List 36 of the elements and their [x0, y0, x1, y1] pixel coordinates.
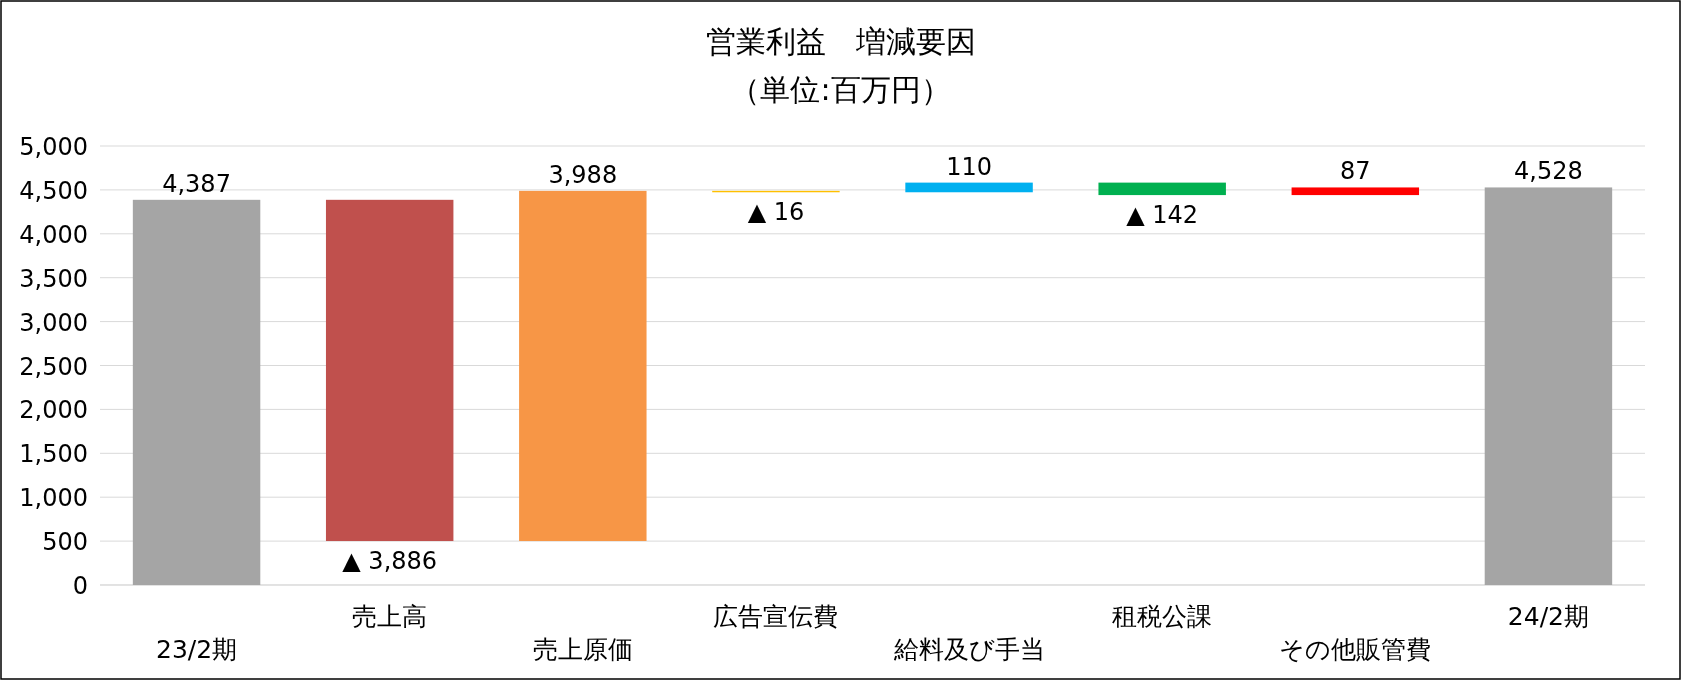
x-tick-label: 24/2期: [1507, 602, 1590, 631]
data-label: ▲ 3,886: [342, 547, 438, 576]
x-tick-label: 売上高: [352, 602, 428, 631]
y-tick-label: 1,000: [19, 484, 88, 513]
y-tick-label: 3,000: [19, 308, 88, 337]
x-tick-label: 売上原価: [532, 635, 633, 664]
data-label: 87: [1340, 157, 1371, 186]
x-tick-label: 広告宣伝費: [713, 602, 839, 631]
x-tick-label: 租税公課: [1112, 602, 1213, 631]
y-tick-label: 1,500: [19, 440, 88, 469]
bar: [1484, 187, 1613, 585]
bar: [905, 182, 1033, 193]
chart-subtitle: （単位:百万円）: [730, 72, 951, 107]
x-tick-label: 23/2期: [155, 635, 238, 664]
bar: [325, 199, 454, 542]
bar: [1098, 182, 1226, 196]
data-label: ▲ 142: [1126, 201, 1199, 230]
bar: [519, 190, 647, 542]
chart-title: 営業利益 増減要因: [705, 24, 976, 59]
data-label: 110: [946, 152, 992, 181]
x-tick-label: その他販管費: [1279, 635, 1432, 664]
y-tick-label: 2,500: [19, 352, 88, 381]
bar: [1291, 187, 1420, 196]
data-label: 4,528: [1514, 157, 1583, 186]
x-tick-label: 給料及び手当: [892, 635, 1045, 664]
bar: [132, 199, 261, 585]
y-tick-label: 5,000: [19, 133, 88, 161]
y-tick-label: 4,000: [19, 220, 88, 249]
data-label: ▲ 16: [747, 198, 805, 227]
y-tick-label: 3,500: [19, 264, 88, 293]
data-label: 4,387: [162, 169, 231, 198]
y-tick-label: 0: [72, 572, 88, 600]
y-tick-label: 500: [42, 528, 88, 557]
y-tick-label: 4,500: [19, 176, 88, 205]
data-label: 3,988: [548, 160, 618, 189]
y-tick-label: 2,000: [19, 396, 88, 425]
